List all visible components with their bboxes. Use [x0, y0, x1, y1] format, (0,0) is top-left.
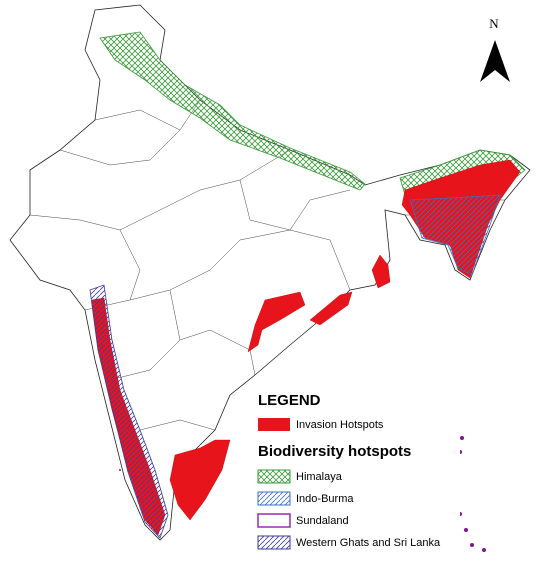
- legend-swatch: [257, 469, 291, 484]
- legend-label: Sundaland: [296, 515, 349, 527]
- legend: LEGEND Invasion Hotspots Biodiversity ho…: [250, 385, 460, 560]
- legend-label: Himalaya: [296, 471, 343, 483]
- himalaya-hotspot: [99, 31, 366, 191]
- legend-title: LEGEND: [258, 392, 321, 409]
- indo-burma-hotspot: [409, 194, 501, 276]
- legend-label: Invasion Hotspots: [296, 419, 384, 431]
- legend-label: Indo-Burma: [296, 493, 354, 505]
- legend-swatch: [257, 513, 291, 528]
- legend-swatch: [257, 535, 291, 550]
- north-label: N: [489, 16, 499, 31]
- legend-label: Western Ghats and Sri Lanka: [296, 537, 441, 549]
- western-ghats-hotspot: [89, 284, 169, 539]
- legend-swatch: [258, 418, 290, 431]
- legend-subtitle: Biodiversity hotspots: [258, 443, 411, 460]
- north-arrow: N: [480, 16, 510, 82]
- legend-swatch: [257, 491, 291, 506]
